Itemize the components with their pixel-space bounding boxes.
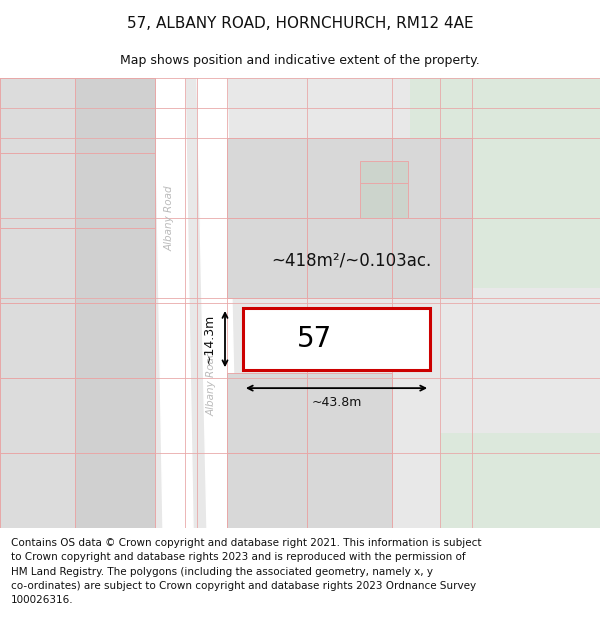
Bar <box>75 303 155 378</box>
Bar <box>0 378 75 453</box>
Bar <box>307 373 392 453</box>
Text: Map shows position and indicative extent of the property.: Map shows position and indicative extent… <box>120 54 480 68</box>
Bar <box>0 228 75 303</box>
Bar <box>227 453 307 528</box>
Text: ~43.8m: ~43.8m <box>311 396 362 409</box>
Text: Albany Road: Albany Road <box>207 350 217 416</box>
Bar <box>307 218 392 298</box>
Polygon shape <box>155 78 193 528</box>
Bar <box>75 78 155 153</box>
Bar <box>75 228 155 303</box>
Bar <box>360 161 408 183</box>
Bar <box>243 308 430 370</box>
Polygon shape <box>197 78 237 528</box>
Bar <box>440 433 600 528</box>
Bar <box>392 218 472 298</box>
Bar <box>392 138 472 218</box>
Bar <box>360 183 408 218</box>
Text: ~418m²/~0.103ac.: ~418m²/~0.103ac. <box>271 251 431 269</box>
Text: Albany Road: Albany Road <box>165 185 175 251</box>
Bar <box>410 78 600 288</box>
Bar <box>75 453 155 528</box>
Bar <box>550 188 600 288</box>
Bar <box>307 138 392 218</box>
Bar <box>75 153 155 228</box>
Text: 57, ALBANY ROAD, HORNCHURCH, RM12 4AE: 57, ALBANY ROAD, HORNCHURCH, RM12 4AE <box>127 16 473 31</box>
Bar <box>0 153 75 228</box>
Bar <box>0 303 75 378</box>
Bar <box>0 78 75 153</box>
Text: ~14.3m: ~14.3m <box>203 314 215 364</box>
Bar <box>0 453 75 528</box>
Bar <box>307 453 392 528</box>
Bar <box>227 373 307 453</box>
Text: 57: 57 <box>296 325 332 353</box>
Text: Contains OS data © Crown copyright and database right 2021. This information is : Contains OS data © Crown copyright and d… <box>11 538 481 606</box>
Bar <box>227 218 307 298</box>
Bar <box>75 378 155 453</box>
Bar <box>227 138 307 218</box>
